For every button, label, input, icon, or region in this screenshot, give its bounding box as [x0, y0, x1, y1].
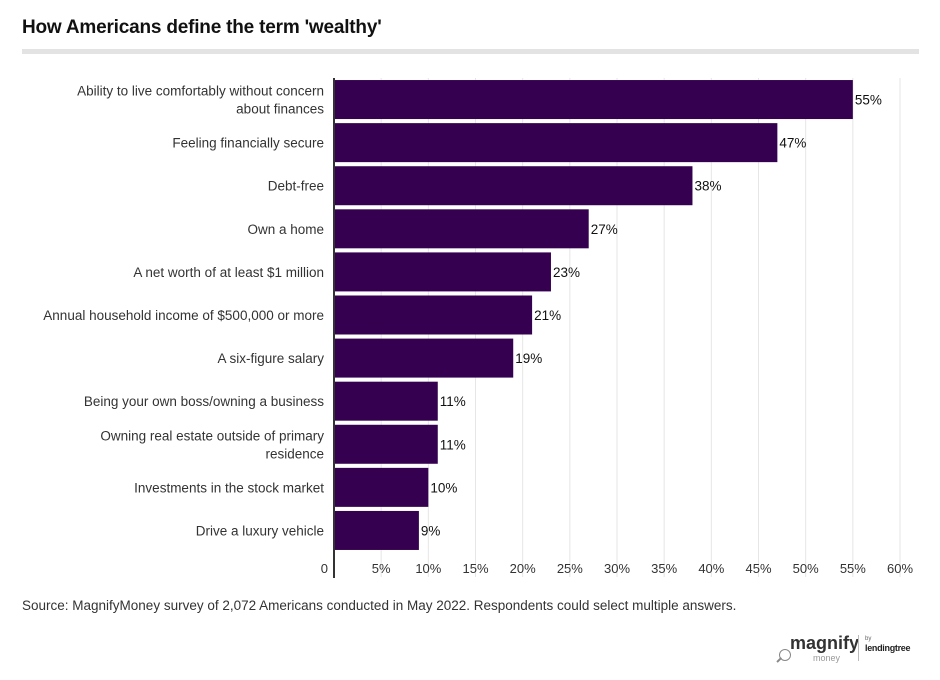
x-tick-label: 25% [557, 561, 583, 576]
value-label: 19% [515, 351, 542, 366]
category-label: Debt-free [268, 179, 324, 194]
lendingtree-brand: lendingtree [865, 643, 911, 653]
bar [334, 166, 693, 206]
bar [334, 381, 438, 421]
value-label: 11% [440, 394, 466, 409]
category-label: A six-figure salary [217, 351, 324, 366]
bar-chart: Ability to live comfortably without conc… [43, 78, 914, 578]
x-tick-label: 20% [510, 561, 536, 576]
bar [334, 510, 419, 550]
bar [334, 338, 514, 378]
magnifymoney-logo: magnify money by lendingtree [776, 633, 916, 669]
category-label: Drive a luxury vehicle [196, 523, 324, 538]
bar [334, 424, 438, 464]
title-divider [22, 49, 919, 54]
value-label: 55% [855, 93, 882, 108]
category-label: Ability to live comfortably without conc… [77, 84, 324, 99]
value-labels: 55% 47% 38% 27% 23% 21% 19% 11% 11% 10% 9% [421, 93, 882, 539]
x-tick-label: 30% [604, 561, 630, 576]
x-tick-label: 35% [651, 561, 677, 576]
value-label: 27% [591, 222, 618, 237]
bar [334, 252, 551, 292]
value-label: 38% [694, 179, 721, 194]
category-label: about finances [236, 102, 324, 117]
bars [334, 80, 853, 550]
category-label: Annual household income of $500,000 or m… [43, 308, 324, 323]
bar [334, 467, 429, 507]
logo-wordmark: magnify [790, 633, 860, 653]
value-label: 11% [440, 437, 466, 452]
x-tick-label: 15% [462, 561, 488, 576]
category-label: Being your own boss/owning a business [84, 394, 324, 409]
magnifier-icon [779, 649, 791, 661]
x-tick-label: 55% [840, 561, 866, 576]
x-tick-label: 40% [698, 561, 724, 576]
x-tick-label: 60% [887, 561, 913, 576]
source-note: Source: MagnifyMoney survey of 2,072 Ame… [22, 598, 737, 613]
value-label: 10% [430, 480, 457, 495]
category-label: Own a home [247, 222, 324, 237]
x-tick-label: 45% [745, 561, 771, 576]
category-label: Investments in the stock market [134, 480, 324, 495]
bar [334, 295, 533, 335]
category-label: Owning real estate outside of primary [100, 428, 324, 443]
value-label: 21% [534, 308, 561, 323]
x-tick-label: 10% [415, 561, 441, 576]
category-label: A net worth of at least $1 million [133, 265, 324, 280]
bar [334, 209, 589, 249]
x-tick-labels: 0 5% 10% 15% 20% 25% 30% 35% 40% 45% 50% 55% 60% [321, 561, 914, 576]
x-tick-label: 5% [372, 561, 391, 576]
value-label: 9% [421, 523, 441, 538]
chart-title: How Americans define the term 'wealthy' [22, 17, 382, 38]
x-tick-label: 50% [793, 561, 819, 576]
logo-divider [858, 635, 859, 661]
x-tick-label: 0 [321, 561, 328, 576]
bar [334, 80, 853, 120]
logo-subtext: money [813, 653, 841, 663]
category-label: Feeling financially secure [172, 136, 324, 151]
logo-by: by [865, 636, 872, 642]
bar [334, 123, 778, 163]
value-label: 47% [779, 136, 806, 151]
category-label: residence [265, 446, 324, 461]
category-labels: Ability to live comfortably without conc… [43, 84, 324, 539]
value-label: 23% [553, 265, 580, 280]
